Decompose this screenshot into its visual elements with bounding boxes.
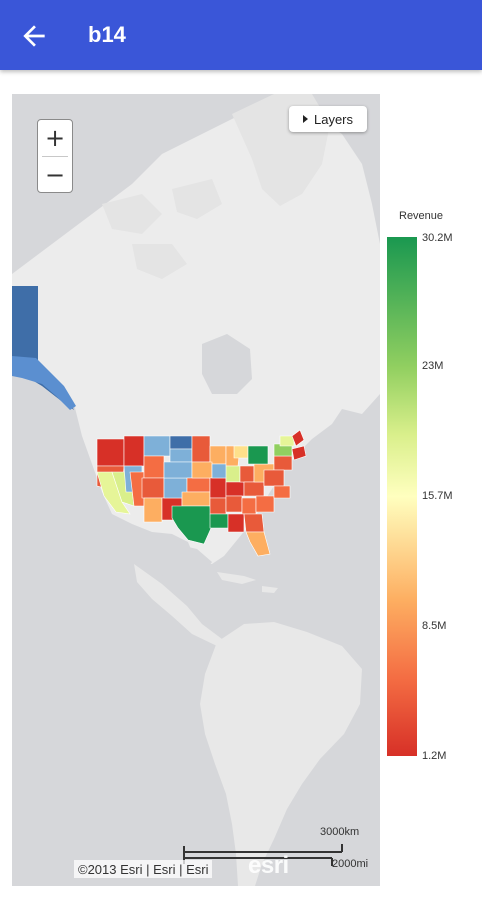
legend-label-15-7m: 15.7M [422,490,453,502]
layers-label: Layers [313,111,354,127]
zoom-divider [42,156,68,157]
scale-mi-label: 2000mi [332,858,369,870]
zoom-out-button[interactable]: − [44,161,66,189]
expand-triangle-icon [302,115,308,123]
layers-button[interactable]: Layers [289,106,367,132]
legend-color-ramp [387,237,417,756]
map-view[interactable]: + − Layers 3000km 2000mi ©2013 Esri | Es… [12,94,380,886]
page-title: b14 [88,22,126,47]
legend-label-23m: 23M [422,360,444,372]
legend-label-min: 1.2M [422,750,447,762]
map-attribution: ©2013 Esri | Esri | Esri [74,860,213,878]
scale-bar: 3000km 2000mi [182,826,372,876]
legend-label-max: 30.2M [422,232,453,244]
scale-bar-lines [183,844,343,866]
legend-title: Revenue [399,210,444,222]
app-bar: b14 [0,0,482,70]
esri-logo: esri [248,852,289,879]
scale-km-label: 3000km [320,826,360,838]
legend-label-8-5m: 8.5M [422,620,447,632]
zoom-control: + − [37,119,73,193]
zoom-in-button[interactable]: + [44,124,66,152]
basemap [12,94,380,886]
back-arrow-icon[interactable] [18,20,50,52]
